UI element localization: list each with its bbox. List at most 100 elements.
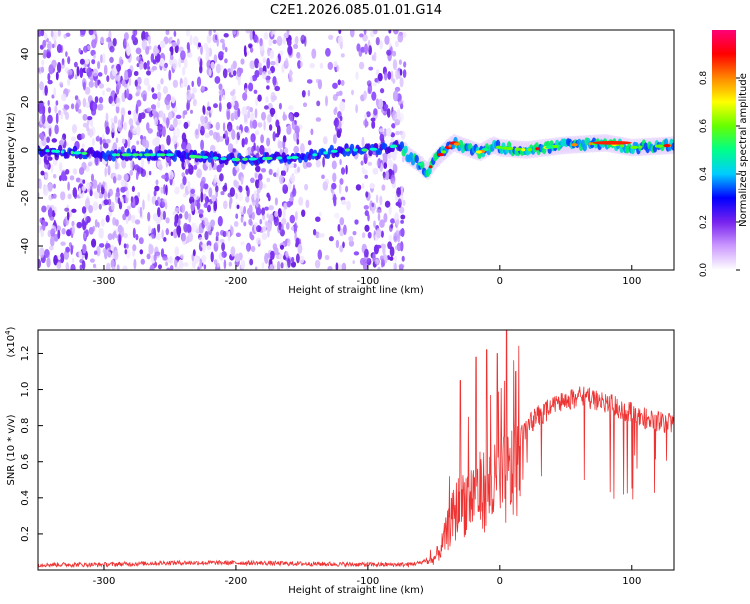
heatmap-cell xyxy=(113,176,117,184)
heatmap-cell xyxy=(296,138,300,145)
heatmap-cell xyxy=(92,138,95,146)
heatmap-cell xyxy=(166,135,171,146)
heatmap-cell xyxy=(321,174,325,179)
heatmap-cell xyxy=(395,219,400,226)
heatmap-cell xyxy=(181,172,185,178)
heatmap-cell xyxy=(125,188,129,199)
heatmap-cell xyxy=(146,107,152,112)
heatmap-cell xyxy=(300,143,305,155)
heatmap-cell xyxy=(274,197,278,206)
heatmap-cell xyxy=(86,116,93,121)
heatmap-cell xyxy=(288,105,294,111)
heatmap-cell xyxy=(49,245,54,251)
heatmap-cell xyxy=(60,241,66,246)
heatmap-cell xyxy=(222,185,228,192)
heatmap-cell xyxy=(274,211,279,218)
heatmap-cell xyxy=(115,191,121,198)
heatmap-cell xyxy=(230,226,234,236)
heatmap-cell xyxy=(267,47,271,57)
heatmap-cell xyxy=(315,231,320,239)
heatmap-cell xyxy=(250,112,255,122)
heatmap-cell xyxy=(75,102,79,112)
heatmap-cell xyxy=(67,181,70,191)
heatmap-cell xyxy=(74,61,78,68)
heatmap-cell xyxy=(76,66,80,77)
heatmap-cell xyxy=(180,83,184,88)
heatmap-cell xyxy=(367,161,373,166)
heatmap-cell xyxy=(67,56,71,65)
heatmap-cell xyxy=(107,165,111,176)
heatmap-cell xyxy=(81,185,87,192)
snr-y-ticks: 0.2 0.4 0.6 0.8 1.0 1.2 xyxy=(20,346,43,542)
heatmap-cell xyxy=(173,128,176,137)
heatmap-cell xyxy=(47,100,50,106)
heatmap-cell xyxy=(50,163,54,174)
heatmap-cell xyxy=(288,77,291,82)
heatmap-cell xyxy=(131,214,136,224)
heatmap-cell xyxy=(135,47,142,55)
heatmap-cell xyxy=(219,239,225,244)
heatmap-cell xyxy=(396,242,402,252)
colorbar-label: Normalized spectral amplitude xyxy=(738,73,749,227)
heatmap-cell xyxy=(392,78,396,84)
heatmap-cell xyxy=(388,234,393,242)
heatmap-cell xyxy=(387,159,393,169)
heatmap-cell xyxy=(414,155,419,163)
heatmap-cell xyxy=(301,209,306,217)
heatmap-cell xyxy=(268,38,273,47)
heatmap-cell xyxy=(176,119,182,125)
heatmap-cell xyxy=(210,219,216,227)
heatmap-cell xyxy=(242,92,248,101)
heatmap-cell xyxy=(318,211,322,217)
heatmap-cell xyxy=(98,182,102,187)
heatmap-cell xyxy=(128,118,134,126)
heatmap-cell xyxy=(138,237,144,245)
heatmap-cell xyxy=(353,251,360,256)
heatmap-cell xyxy=(162,126,166,137)
heatmap-cell xyxy=(187,232,193,242)
heatmap-cell xyxy=(215,132,221,143)
y-tick-label: 0.2 xyxy=(20,526,31,542)
heatmap-cell xyxy=(229,187,235,197)
heatmap-cell xyxy=(200,254,207,264)
heatmap-cell xyxy=(384,35,390,45)
heatmap-cell xyxy=(67,78,71,86)
heatmap-cell xyxy=(395,68,399,80)
heatmap-cell xyxy=(110,117,114,124)
heatmap-cell xyxy=(163,237,167,242)
heatmap-cell xyxy=(178,57,182,69)
heatmap-cell xyxy=(262,214,266,221)
heatmap-cell xyxy=(289,174,296,183)
heatmap-cell xyxy=(390,223,394,229)
heatmap-cell xyxy=(182,66,186,76)
heatmap-cell xyxy=(216,262,220,268)
heatmap-cell xyxy=(80,133,85,140)
heatmap-cell xyxy=(143,62,148,70)
heatmap-cell xyxy=(152,110,155,115)
heatmap-cell xyxy=(213,54,218,64)
heatmap-cell xyxy=(187,52,193,58)
heatmap-cell xyxy=(620,144,625,148)
heatmap-cell xyxy=(366,258,372,266)
heatmap-cell xyxy=(65,246,70,253)
heatmap-cell xyxy=(237,70,240,78)
heatmap-cell xyxy=(48,106,51,114)
heatmap-cell xyxy=(287,39,292,47)
heatmap-cell xyxy=(375,98,379,106)
heatmap-cell xyxy=(140,258,145,265)
heatmap-cell xyxy=(165,30,170,36)
heatmap-cell xyxy=(156,101,161,109)
heatmap-cell xyxy=(174,246,180,257)
heatmap-cell xyxy=(250,63,255,70)
colorbar-tick-label: 0.0 xyxy=(699,263,709,278)
heatmap-cell xyxy=(155,217,161,225)
heatmap-cell xyxy=(393,30,399,35)
heatmap-cell xyxy=(535,147,539,151)
heatmap-cell xyxy=(147,225,151,235)
heatmap-cell xyxy=(214,76,221,84)
heatmap-cell xyxy=(185,30,191,37)
heatmap-cell xyxy=(111,201,115,211)
heatmap-cell xyxy=(261,111,266,121)
heatmap-cell xyxy=(253,89,258,94)
heatmap-cell xyxy=(192,87,197,94)
